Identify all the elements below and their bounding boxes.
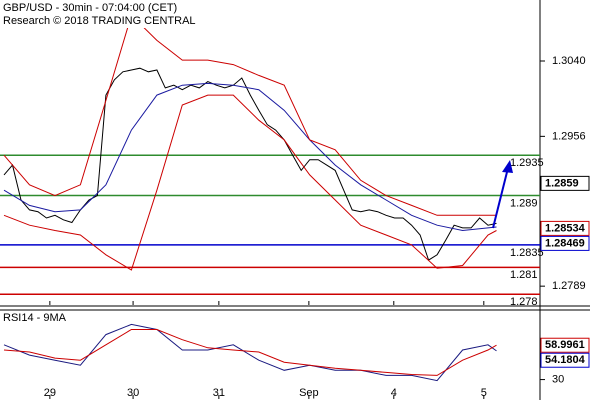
- series-line: [3, 82, 497, 232]
- price-label: 1.2859: [545, 177, 579, 189]
- arrow-head: [502, 160, 513, 173]
- series-line: [3, 67, 497, 261]
- price-label-box: [540, 352, 590, 368]
- price-label: 1.28469: [545, 237, 585, 249]
- plot-layer: 1.3040 1.2956 1.2789 1.2935 1.289 1.2835 1.281…: [0, 14, 590, 399]
- price-label-box: [540, 337, 590, 353]
- y-tick-label: 30: [552, 373, 564, 385]
- x-tick-label: 4: [391, 387, 397, 399]
- level-label: 1.278: [510, 296, 538, 308]
- level-label: 1.2935: [510, 157, 544, 169]
- x-tick-label: 5: [481, 387, 487, 399]
- series-line: [3, 14, 497, 216]
- title-background: [0, 0, 190, 28]
- price-label: 54.1804: [545, 354, 586, 366]
- price-label-box: [540, 220, 590, 236]
- x-tick-label: 31: [213, 387, 225, 399]
- y-tick-label: 1.2789: [552, 280, 586, 292]
- price-label: 58.9961: [545, 339, 585, 351]
- x-tick-label: Sep: [299, 387, 319, 399]
- price-label-box: [540, 235, 590, 251]
- panel-title: RSI14 - 9MA: [3, 312, 67, 324]
- y-tick-label: 1.2956: [552, 130, 586, 142]
- y-tick-label: 1.3040: [552, 55, 586, 67]
- series-line: [3, 94, 497, 271]
- chart-title: GBP/USD - 30min - 07:04:00 (CET): [3, 2, 177, 14]
- chart-subtitle: Research © 2018 TRADING CENTRAL: [3, 15, 196, 27]
- level-label: 1.281: [510, 269, 538, 281]
- x-tick-label: 30: [127, 387, 139, 399]
- level-label: 1.2835: [510, 247, 544, 259]
- level-label: 1.289: [510, 197, 538, 209]
- price-label-box: [540, 175, 590, 191]
- x-tick-label: 29: [44, 387, 56, 399]
- projection-arrow: [492, 167, 509, 229]
- price-label: 1.28534: [545, 222, 586, 234]
- series-line: [3, 329, 497, 376]
